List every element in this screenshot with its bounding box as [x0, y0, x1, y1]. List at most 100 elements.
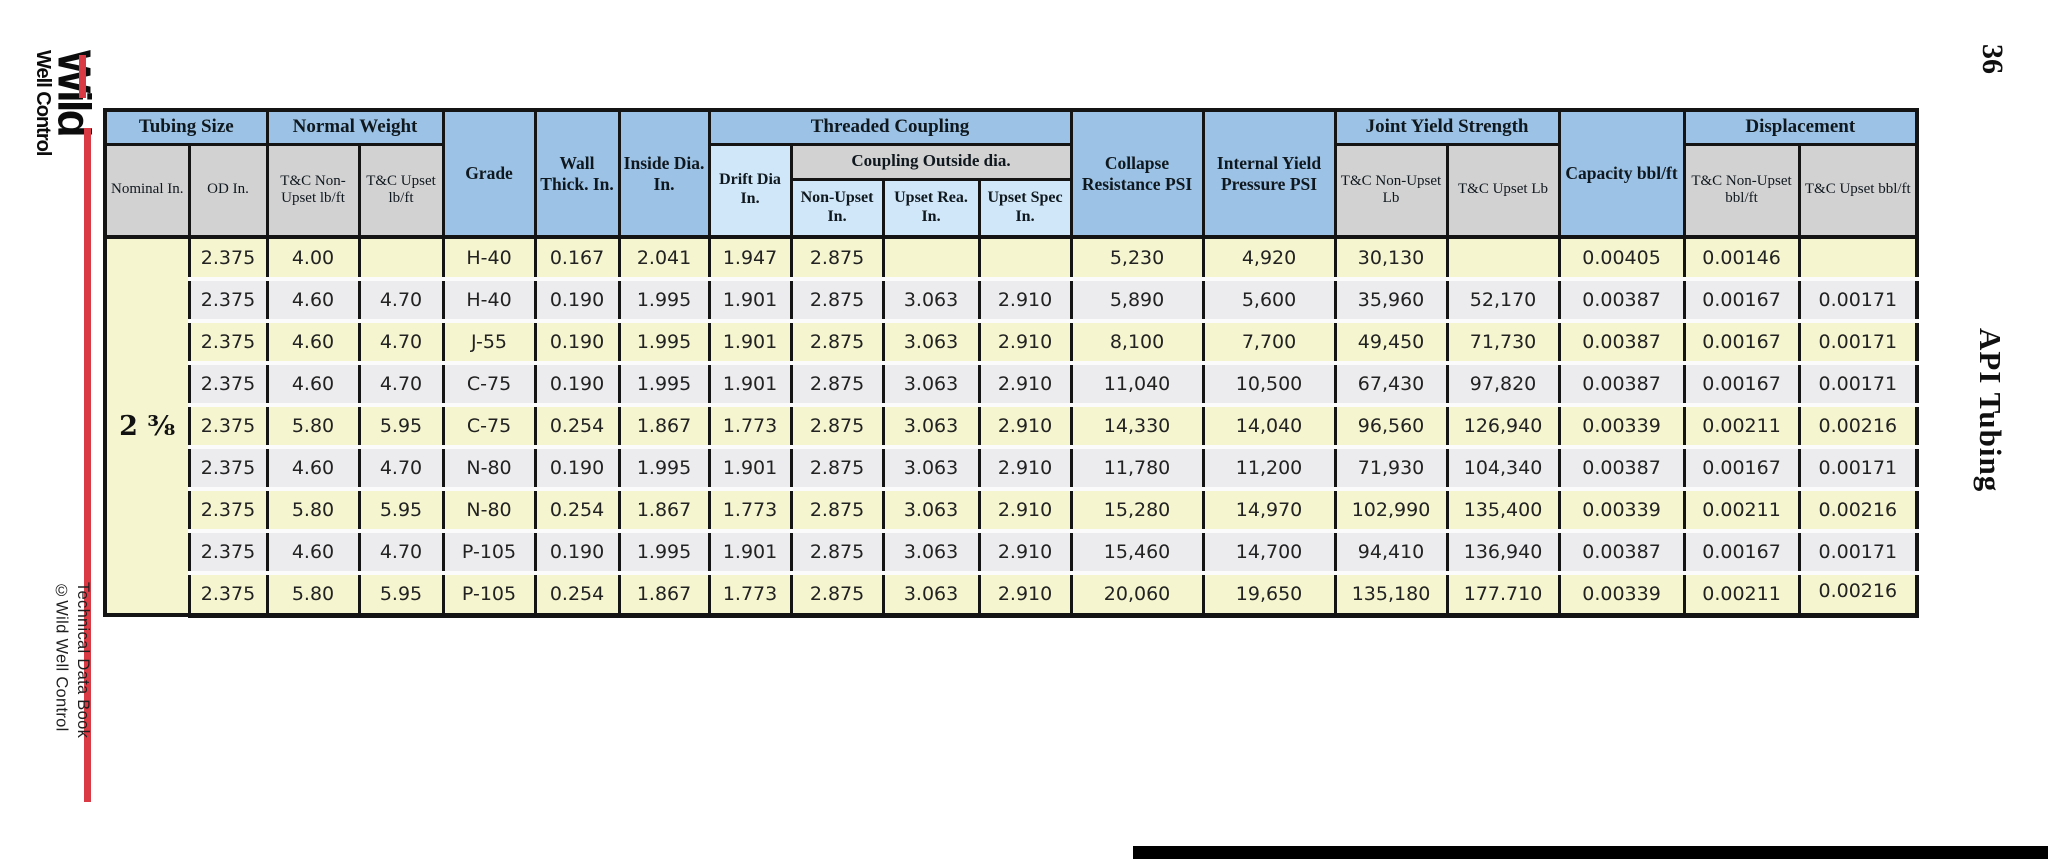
table-cell: 15,280: [1069, 487, 1205, 533]
table-row: 2.375 4.60 4.70 N-80 0.190 1.995 1.901 2.875 3.0…: [105, 445, 1919, 491]
header-normal-weight: Normal Weight: [265, 108, 445, 146]
table-cell: 71,930: [1333, 445, 1449, 491]
table-cell: 5.95: [357, 571, 445, 618]
table-cell: 2.875: [789, 571, 885, 618]
margin-red-rule: [84, 128, 91, 802]
table-cell: 2.910: [977, 529, 1073, 575]
table-cell: 3.063: [881, 529, 981, 575]
table-cell: 96,560: [1333, 403, 1449, 449]
table-cell: 104,340: [1445, 445, 1561, 491]
header-displacement: Displacement: [1682, 108, 1919, 146]
header-od-in: OD In.: [187, 142, 269, 239]
header-tc-nonupset-bblft: T&C Non-Upset bbl/ft: [1682, 142, 1801, 239]
table-cell: 5.95: [357, 403, 445, 449]
table-cell: 10,500: [1201, 361, 1337, 407]
table-cell: 0.00167: [1682, 445, 1801, 491]
header-tc-nonupset-lbft: T&C Non-Upset lb/ft: [265, 142, 361, 239]
table-cell: 2.375: [187, 487, 269, 533]
table-cell: 1.867: [617, 571, 711, 618]
header-tc-upset-lb: T&C Upset Lb: [1445, 142, 1561, 239]
table-cell: 5,230: [1069, 235, 1205, 281]
table-cell: 1.773: [707, 403, 793, 449]
table-cell: 11,780: [1069, 445, 1205, 491]
footer-line-1: Technical Data Book: [73, 582, 92, 739]
table-row: 2.375 5.80 5.95 P-105 0.254 1.867 1.773 2.875 3.…: [105, 571, 1919, 618]
table-cell: 2.910: [977, 445, 1073, 491]
table-cell: 3.063: [881, 319, 981, 365]
table-cell: 1.995: [617, 277, 711, 323]
table-cell: P-105: [441, 529, 537, 575]
table-cell: 52,170: [1445, 277, 1561, 323]
logo-red-dash: [79, 55, 86, 98]
table-cell: 2.375: [187, 319, 269, 365]
table-cell: 2.910: [977, 319, 1073, 365]
table-cell: 14,970: [1201, 487, 1337, 533]
table-cell: 67,430: [1333, 361, 1449, 407]
table-cell: 0.00167: [1682, 529, 1801, 575]
table-cell: 2.875: [789, 487, 885, 533]
wild-well-control-logo: Wild Well Control: [32, 50, 100, 156]
table-cell: C-75: [441, 403, 537, 449]
table-cell: C-75: [441, 361, 537, 407]
table-cell: 20,060: [1069, 571, 1205, 618]
table-cell: 1.773: [707, 571, 793, 618]
logo-wordmark-well-control: Well Control: [32, 50, 54, 156]
table-cell: 30,130: [1333, 235, 1449, 281]
table-cell: 0.00211: [1682, 403, 1801, 449]
table-cell: 1.995: [617, 361, 711, 407]
table-cell: 2.375: [187, 571, 269, 618]
table-cell: 1.995: [617, 529, 711, 575]
table-cell: 2.875: [789, 361, 885, 407]
table-cell: 2.910: [977, 487, 1073, 533]
table-cell: 4,920: [1201, 235, 1337, 281]
table-cell: 3.063: [881, 487, 981, 533]
header-tc-nonupset-lb: T&C Non-Upset Lb: [1333, 142, 1449, 239]
header-tc-upset-bblft: T&C Upset bbl/ft: [1797, 142, 1919, 239]
table-cell: 0.00146: [1682, 235, 1801, 281]
table-cell: 0.00339: [1557, 403, 1686, 449]
footer-vertical-note: Technical Data Book ©Wild Well Control: [50, 582, 93, 738]
table-cell: 2.375: [187, 235, 269, 281]
table-header: Tubing Size Normal Weight Grade Wall Thi…: [103, 108, 1919, 239]
header-tc-upset-lbft: T&C Upset lb/ft: [357, 142, 445, 239]
table-row: 2.375 5.80 5.95 C-75 0.254 1.867 1.773 2.875 3.0…: [105, 403, 1919, 449]
table-cell: 11,040: [1069, 361, 1205, 407]
table-cell: 0.00216: [1797, 487, 1919, 533]
table-cell: 5,890: [1069, 277, 1205, 323]
table-cell: 126,940: [1445, 403, 1561, 449]
table-cell: 5.80: [265, 403, 361, 449]
table-cell: 14,330: [1069, 403, 1205, 449]
page-number: 36: [1976, 44, 2009, 74]
header-wall-thick: Wall Thick. In.: [533, 108, 621, 239]
table-cell: [357, 235, 445, 281]
table-cell: 2.375: [187, 277, 269, 323]
header-coupling-outside-dia: Coupling Outside dia.: [789, 142, 1073, 181]
table-cell: 2.041: [617, 235, 711, 281]
table-row: 2.375 4.60 4.70 P-105 0.190 1.995 1.901 2.875 3.…: [105, 529, 1919, 575]
table-cell: 2.875: [789, 403, 885, 449]
table-cell: 0.167: [533, 235, 621, 281]
table-cell: 135,180: [1333, 571, 1449, 618]
table-cell: 14,040: [1201, 403, 1337, 449]
table-cell: 0.00405: [1557, 235, 1686, 281]
table-cell: 0.00216: [1797, 571, 1919, 618]
table-cell: 2.875: [789, 319, 885, 365]
table-cell: 4.70: [357, 277, 445, 323]
table-cell: [977, 235, 1073, 281]
header-drift-dia: Drift Dia In.: [707, 142, 793, 239]
table-cell: 4.70: [357, 319, 445, 365]
table-cell: 2.875: [789, 277, 885, 323]
table-cell: 0.190: [533, 445, 621, 491]
table-cell: 5,600: [1201, 277, 1337, 323]
table-cell: J-55: [441, 319, 537, 365]
table-cell: 0.00167: [1682, 319, 1801, 365]
table-cell: 5.95: [357, 487, 445, 533]
table-row: 2.375 4.60 4.70 J-55 0.190 1.995 1.901 2.875 3.0…: [105, 319, 1919, 365]
table-cell: 102,990: [1333, 487, 1449, 533]
table-cell: 2.910: [977, 277, 1073, 323]
table-cell: 0.254: [533, 571, 621, 618]
table-cell: 0.00387: [1557, 445, 1686, 491]
table-row: 2.375 4.60 4.70 C-75 0.190 1.995 1.901 2.875 3.0…: [105, 361, 1919, 407]
section-title-vertical: API Tubing: [1973, 328, 2008, 493]
